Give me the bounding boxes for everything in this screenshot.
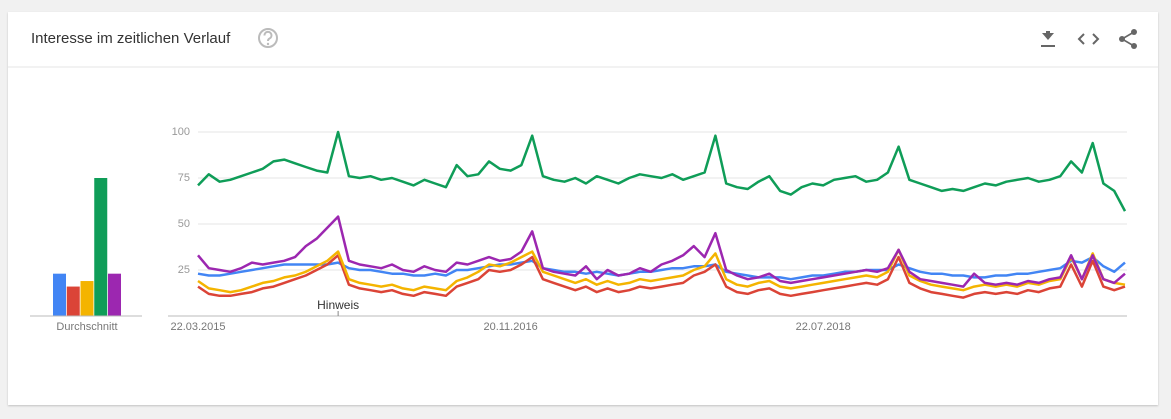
bar-label: Durchschnitt [56,321,117,333]
average-bar [80,281,94,316]
x-tick-label: 20.11.2016 [483,321,537,333]
card [8,12,1158,405]
share-icon[interactable] [1119,29,1137,49]
y-tick-label: 50 [178,218,190,230]
average-bar [66,286,80,316]
series-line [197,215,1126,288]
download-icon[interactable] [1041,31,1055,47]
y-tick-label: 100 [172,126,190,138]
x-tick-label: 22.07.2018 [796,321,851,333]
y-tick-label: 25 [178,264,190,276]
average-bar [94,178,108,316]
card-title: Interesse im zeitlichen Verlauf [31,30,231,47]
series-line [197,130,1127,212]
y-tick-label: 75 [178,172,190,184]
average-bar [108,273,121,316]
help-icon[interactable] [258,28,278,48]
series-line [197,255,1126,281]
annotation-label: Hinweis [317,298,359,312]
embed-icon[interactable] [1077,33,1100,45]
series-line [197,248,1126,294]
series-line [197,254,1126,299]
average-bar [53,273,66,316]
x-tick-label: 22.03.2015 [170,321,225,333]
